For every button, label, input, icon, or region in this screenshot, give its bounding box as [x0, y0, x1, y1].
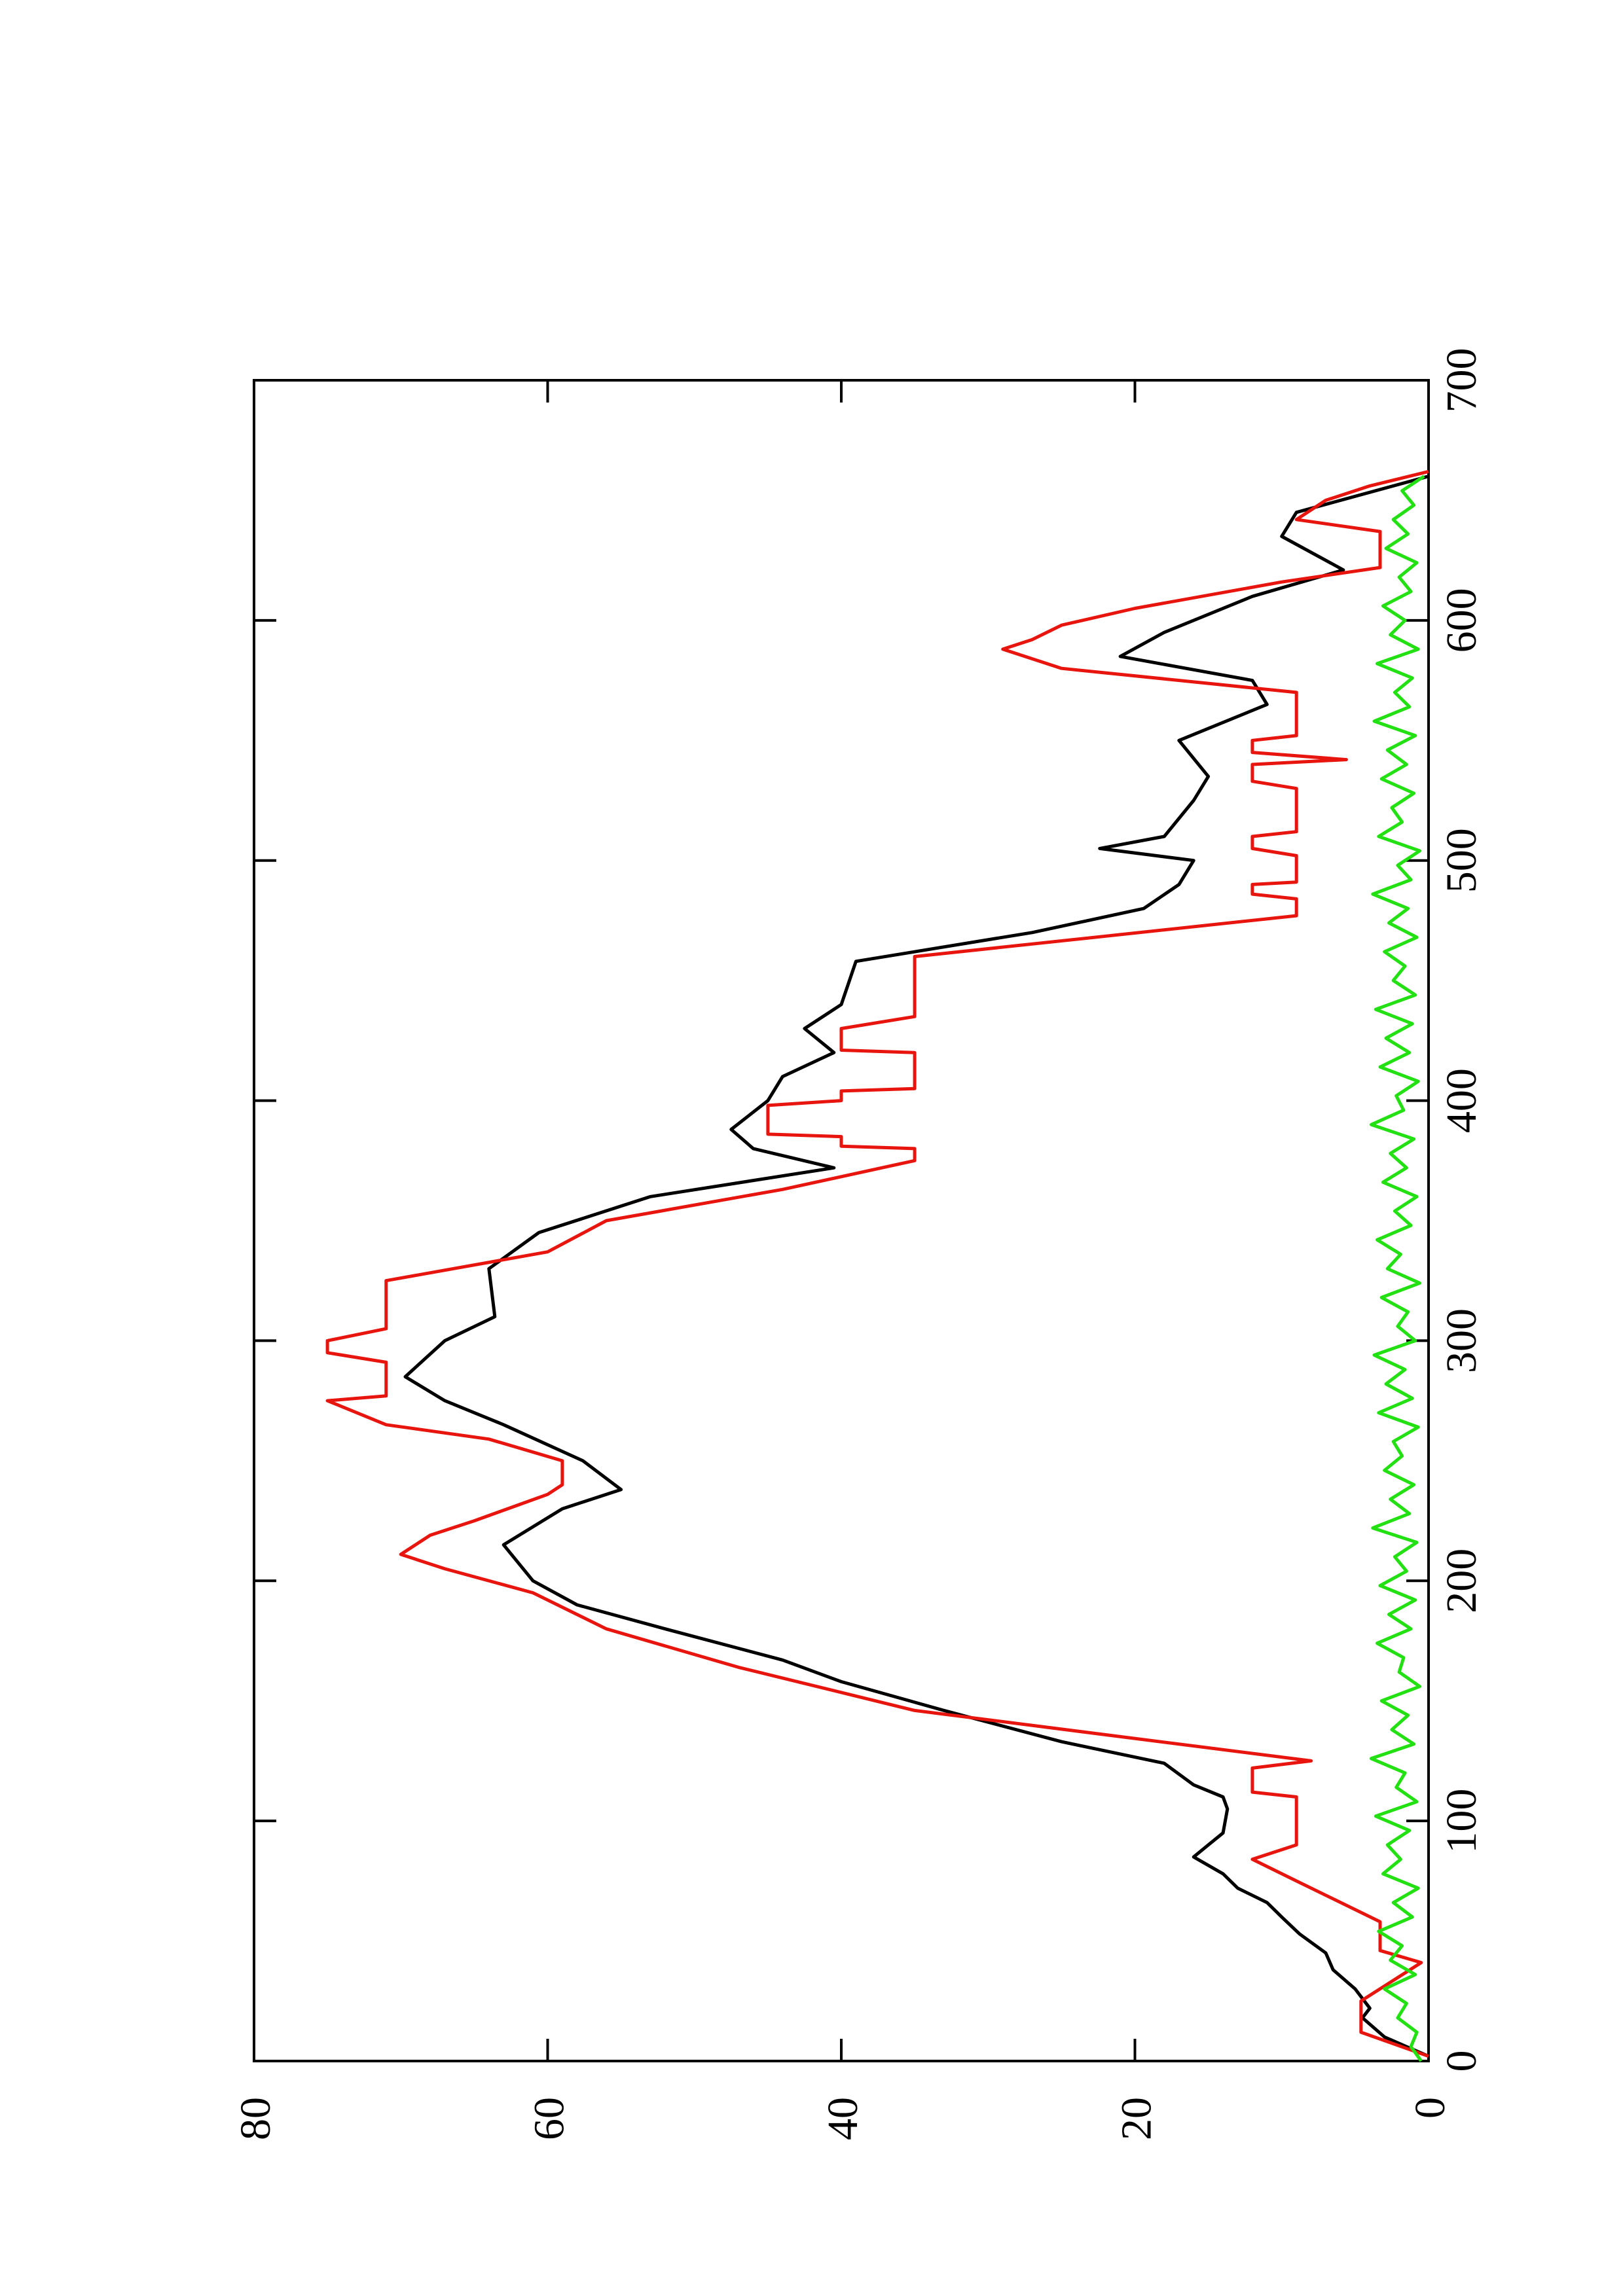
plot-group: 0 100 200 300 400 500 600 700 0 20 40 60 80 [232, 348, 1486, 2141]
x-tick-label: 100 [1438, 1789, 1486, 1854]
x-tick-label: 700 [1438, 348, 1486, 413]
x-tick-label: 600 [1438, 588, 1486, 653]
x-tick-label: 500 [1438, 828, 1486, 893]
x-tick-label: 200 [1438, 1549, 1486, 1613]
x-tick-label: 0 [1438, 2051, 1486, 2072]
data-line [403, 475, 1430, 2058]
data-line [1370, 475, 1425, 2062]
x-tick-label: 400 [1438, 1068, 1486, 1133]
y-tick-label: 40 [819, 2097, 867, 2140]
y-tick-label: 20 [1113, 2097, 1161, 2140]
y-tick-label: 0 [1406, 2097, 1454, 2119]
y-tick-label: 80 [232, 2097, 280, 2140]
data-line [325, 469, 1429, 2058]
y-tick-label: 60 [526, 2097, 574, 2140]
x-tick-label: 300 [1438, 1308, 1486, 1373]
